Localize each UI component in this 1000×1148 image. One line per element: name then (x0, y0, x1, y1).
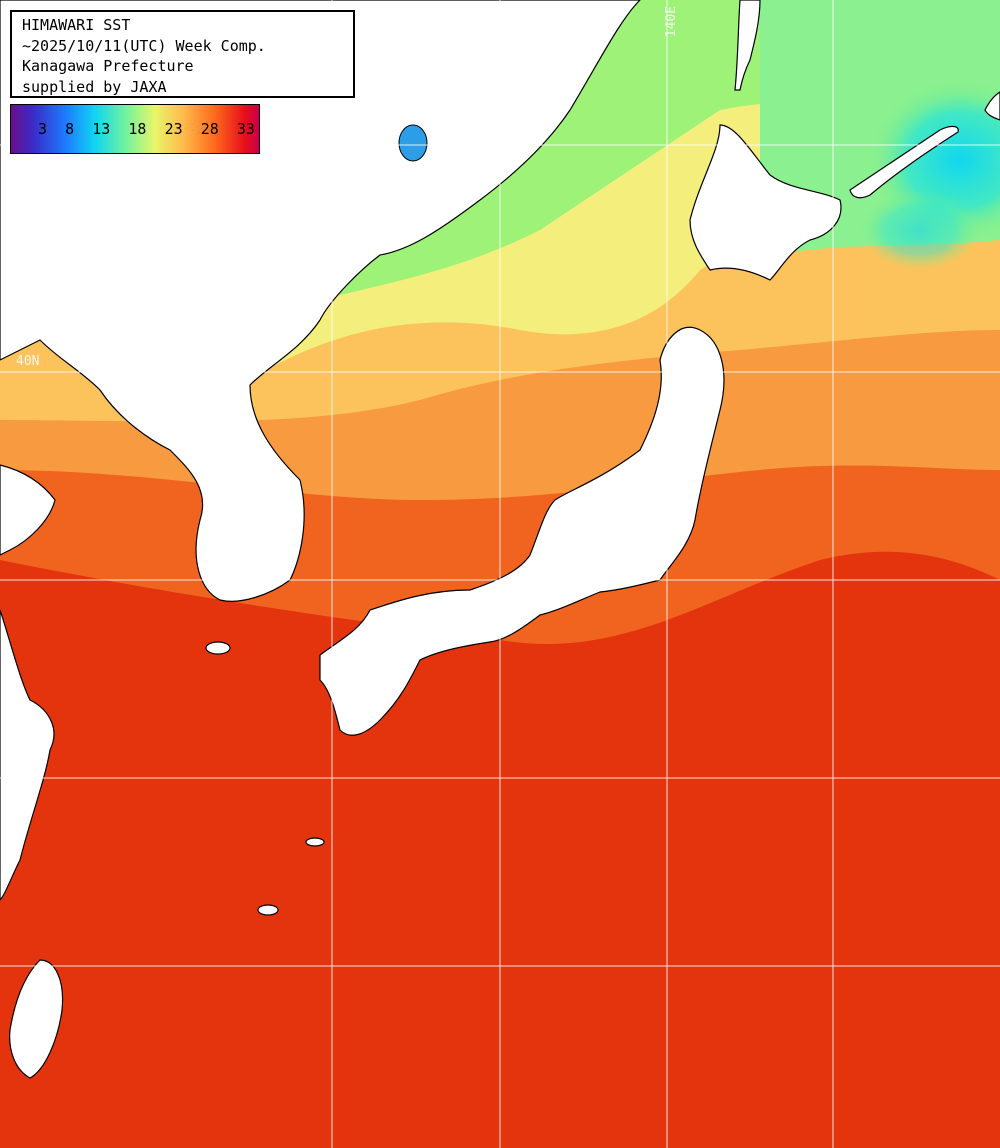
land-kamchatka-tip (984, 91, 1000, 121)
temperature-color-scale: 3 8 13 18 23 28 33 (10, 104, 260, 154)
land-japan-honshu (319, 326, 725, 736)
lat-label-40n: 40N (16, 354, 40, 369)
land-okinawa (257, 904, 279, 916)
land-china-east (0, 609, 55, 901)
scale-tick-33: 33 (236, 120, 255, 138)
lake-khanka (398, 124, 428, 162)
title-line-4: supplied by JAXA (22, 77, 167, 96)
land-jeju (205, 641, 231, 655)
land-kurils (849, 125, 959, 199)
lat-label-30n: 30N (16, 760, 40, 775)
land-sakhalin (734, 0, 761, 91)
title-box: HIMAWARI SST ~2025/10/11(UTC) Week Comp.… (10, 10, 355, 98)
scale-tick-3: 3 (38, 120, 48, 138)
land-china (0, 464, 56, 556)
land-japan-hokkaido (689, 124, 842, 281)
title-line-1: HIMAWARI SST (22, 16, 131, 34)
scale-tick-8: 8 (65, 120, 75, 138)
title-line-3: Kanagawa Prefecture (22, 57, 194, 75)
scale-tick-28: 28 (200, 120, 219, 138)
scale-tick-23: 23 (164, 120, 183, 138)
land-taiwan (9, 959, 64, 1079)
scale-tick-13: 13 (92, 120, 111, 138)
scale-tick-18: 18 (128, 120, 147, 138)
land-amami (305, 837, 325, 847)
lon-label-140e: 140E (664, 6, 679, 38)
title-line-2: ~2025/10/11(UTC) Week Comp. (22, 36, 266, 55)
